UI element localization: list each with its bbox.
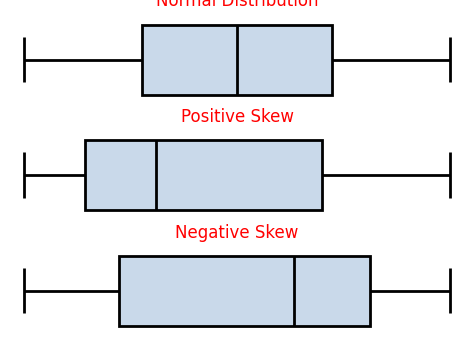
Bar — [142, 25, 332, 94]
Text: Positive Skew: Positive Skew — [181, 108, 293, 126]
Bar — [118, 256, 370, 326]
Bar — [85, 140, 322, 210]
Text: Negative Skew: Negative Skew — [175, 224, 299, 241]
Text: Normal Distribution: Normal Distribution — [156, 0, 318, 10]
